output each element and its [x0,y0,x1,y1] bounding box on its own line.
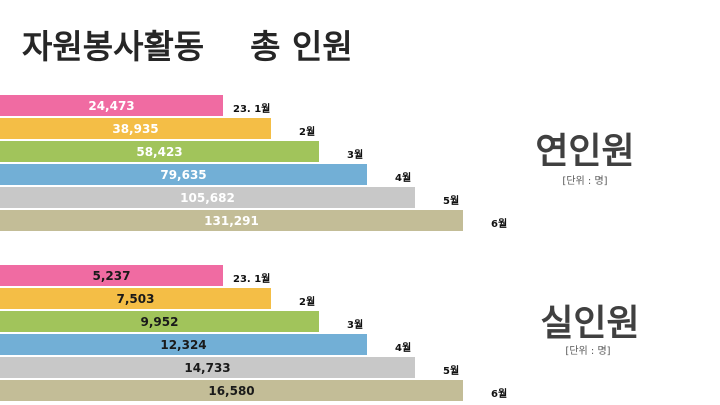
bar-total-4: 79,635 [0,164,367,185]
month-label-actual-6: 6월 [491,389,508,400]
bar-total-6: 131,291 [0,210,463,231]
month-label-total-5: 5월 [443,196,460,207]
unit-label-total: [단위 : 명] [562,176,608,187]
month-label-total-1: 23. 1월 [233,104,271,115]
bar-total-3: 58,423 [0,141,319,162]
chart-title-actual: 실인원 [540,303,640,344]
bar-actual-6: 16,580 [0,380,463,401]
page-title: 자원봉사활동 총 인원 [22,27,353,66]
month-label-actual-3: 3월 [347,320,364,331]
month-label-actual-1: 23. 1월 [233,274,271,285]
month-label-total-3: 3월 [347,150,364,161]
month-label-actual-5: 5월 [443,366,460,377]
month-label-total-4: 4월 [395,173,412,184]
month-label-actual-2: 2월 [299,297,316,308]
unit-label-actual: [단위 : 명] [565,346,611,357]
bar-actual-3: 9,952 [0,311,319,332]
month-label-total-6: 6월 [491,219,508,230]
bar-actual-2: 7,503 [0,288,271,309]
bar-actual-1: 5,237 [0,265,223,286]
month-label-total-2: 2월 [299,127,316,138]
bar-total-1: 24,473 [0,95,223,116]
bar-actual-5: 14,733 [0,357,415,378]
chart-title-total: 연인원 [535,131,635,172]
bar-total-5: 105,682 [0,187,415,208]
bar-total-2: 38,935 [0,118,271,139]
bar-actual-4: 12,324 [0,334,367,355]
month-label-actual-4: 4월 [395,343,412,354]
